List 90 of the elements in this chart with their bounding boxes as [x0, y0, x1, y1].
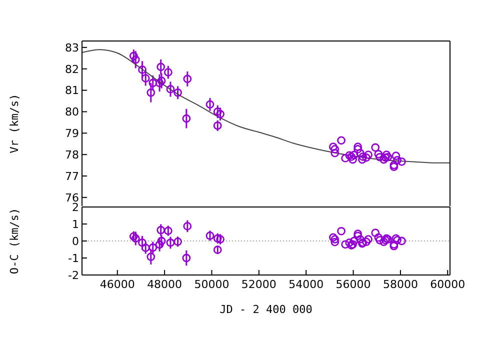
- point: [330, 235, 340, 244]
- point: [183, 74, 192, 84]
- point: [362, 153, 370, 162]
- point: [148, 78, 158, 88]
- point: [330, 145, 340, 154]
- point: [183, 222, 192, 230]
- x-tick-label: 56000: [336, 278, 371, 291]
- y-axis-title: Vr (km/s): [8, 94, 21, 154]
- point: [371, 143, 380, 152]
- point: [354, 230, 362, 238]
- y-tick-label: 82: [65, 62, 79, 76]
- point: [364, 150, 372, 159]
- point: [138, 238, 146, 247]
- point: [392, 152, 400, 160]
- point: [398, 236, 406, 246]
- point: [348, 155, 357, 164]
- point: [213, 108, 222, 116]
- point: [381, 153, 390, 162]
- point: [374, 233, 383, 242]
- point: [376, 236, 384, 244]
- x-tick-label: 46000: [100, 278, 135, 291]
- point: [341, 154, 350, 162]
- y-tick-label: 80: [65, 106, 79, 119]
- point: [393, 156, 402, 164]
- x-tick-label: 52000: [241, 278, 276, 291]
- point: [358, 155, 366, 164]
- point: [337, 136, 346, 145]
- point: [156, 62, 166, 72]
- point: [330, 148, 340, 158]
- y-tick-label: 78: [65, 148, 79, 162]
- point: [164, 68, 172, 76]
- point: [328, 142, 338, 152]
- point: [146, 88, 156, 97]
- y-tick-label: 77: [65, 170, 79, 183]
- point: [182, 254, 191, 262]
- point: [380, 238, 388, 246]
- point: [345, 151, 354, 160]
- point: [155, 240, 164, 249]
- point: [141, 74, 150, 82]
- point: [146, 252, 156, 262]
- point: [398, 157, 406, 166]
- point: [345, 238, 354, 247]
- point: [131, 234, 140, 243]
- y-tick-label: -2: [68, 268, 79, 282]
- point: [341, 240, 350, 249]
- point: [157, 76, 166, 86]
- point: [148, 243, 158, 252]
- point: [364, 235, 372, 244]
- x-tick-label: 54000: [288, 278, 324, 291]
- point: [330, 238, 340, 246]
- x-tick-label: 60000: [430, 278, 466, 291]
- point: [358, 152, 368, 161]
- point: [354, 232, 362, 240]
- point: [350, 150, 358, 160]
- point: [206, 232, 214, 240]
- x-tick-label: 50000: [194, 278, 230, 291]
- point: [354, 145, 362, 154]
- x-axis-title: JD - 2 400 000: [220, 303, 312, 316]
- point: [376, 152, 384, 162]
- y-tick-label: 0: [72, 234, 79, 248]
- point: [362, 238, 370, 246]
- y-tick-label: -1: [68, 252, 79, 265]
- y-axis-title: O-C (km/s): [8, 208, 21, 274]
- point: [380, 155, 388, 164]
- x-tick-label: 58000: [382, 278, 418, 291]
- point: [347, 152, 356, 161]
- point: [174, 88, 182, 97]
- y-tick-label: 81: [65, 84, 79, 98]
- y-tick-label: 2: [72, 200, 79, 214]
- x-tick-label: 48000: [147, 278, 182, 291]
- point: [374, 150, 383, 158]
- point: [131, 55, 140, 64]
- point: [390, 160, 398, 170]
- point: [354, 142, 362, 152]
- point: [166, 85, 175, 94]
- point: [206, 100, 214, 109]
- point: [182, 114, 191, 123]
- point: [155, 78, 164, 88]
- point: [390, 162, 398, 171]
- point: [371, 228, 380, 238]
- y-tick-label: 1: [72, 218, 79, 231]
- point: [382, 150, 391, 159]
- point: [384, 152, 392, 162]
- point: [337, 226, 346, 236]
- y-tick-label: 83: [65, 41, 79, 54]
- y-tick-label: 79: [65, 127, 79, 140]
- point: [141, 244, 150, 252]
- point: [328, 233, 338, 242]
- point: [174, 237, 182, 246]
- point: [138, 66, 146, 74]
